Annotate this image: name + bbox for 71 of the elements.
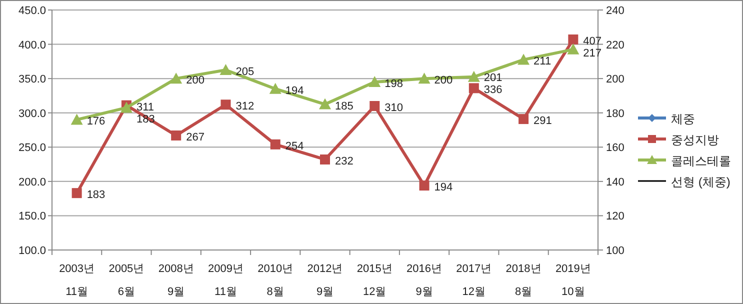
data-label: 194 bbox=[434, 182, 453, 194]
point bbox=[70, 114, 83, 125]
point bbox=[72, 188, 82, 198]
x-tick-label: 2003년 11월 bbox=[59, 263, 95, 298]
y2-tick-label: 120 bbox=[606, 210, 624, 223]
point bbox=[568, 34, 578, 44]
y-tick-label: 450.0 bbox=[18, 5, 46, 17]
data-label: 211 bbox=[534, 56, 552, 68]
legend-label: 체중 bbox=[671, 112, 695, 126]
y-tick-label: 300.0 bbox=[18, 108, 46, 120]
data-label: 254 bbox=[285, 140, 304, 152]
y-tick-label: 250.0 bbox=[18, 142, 46, 154]
x-tick-label: 2015년 12월 bbox=[356, 263, 392, 298]
data-label: 232 bbox=[335, 155, 354, 168]
y-tick-label: 150.0 bbox=[18, 210, 46, 223]
x-tick-label: 2009년 11월 bbox=[208, 263, 244, 298]
point bbox=[370, 101, 380, 111]
point bbox=[368, 76, 381, 87]
point bbox=[468, 70, 480, 82]
y-tick-label: 100.0 bbox=[18, 245, 46, 257]
point bbox=[320, 154, 330, 164]
data-label: 194 bbox=[285, 84, 304, 97]
x-tick-label: 2010년 8월 bbox=[258, 263, 294, 298]
data-label: 201 bbox=[484, 72, 502, 84]
data-label: 200 bbox=[186, 74, 204, 87]
x-tick-label: 2005년 6월 bbox=[108, 263, 144, 298]
point bbox=[468, 83, 479, 94]
point bbox=[319, 98, 331, 110]
legend-label: 콜레스테롤 bbox=[671, 154, 731, 168]
point bbox=[220, 100, 231, 110]
data-label: 217 bbox=[583, 47, 602, 60]
y-tick-label: 200.0 bbox=[18, 176, 46, 188]
data-label: 312 bbox=[236, 100, 254, 113]
x-tick-label: 2008년 9월 bbox=[158, 263, 194, 298]
point bbox=[518, 54, 530, 65]
x-tick-label: 2017년 12월 bbox=[456, 263, 492, 298]
data-label: 310 bbox=[384, 102, 403, 114]
legend-label: 선형 (체중) bbox=[671, 175, 730, 189]
data-label: 291 bbox=[534, 115, 552, 128]
point bbox=[120, 102, 132, 113]
legend-label: 중성지방 bbox=[671, 133, 719, 147]
data-label: 183 bbox=[86, 189, 106, 202]
point bbox=[171, 130, 182, 140]
data-label: 336 bbox=[484, 84, 502, 96]
y2-tick-label: 160 bbox=[606, 142, 624, 154]
y-tick-label: 350.0 bbox=[18, 74, 46, 86]
y-tick-label: 400.0 bbox=[18, 39, 46, 52]
point bbox=[567, 43, 580, 54]
y2-tick-label: 100 bbox=[606, 245, 624, 257]
data-label: 267 bbox=[186, 131, 204, 144]
data-label: 205 bbox=[236, 66, 254, 78]
y2-tick-label: 180 bbox=[606, 108, 624, 120]
x-tick-label: 2018년 8월 bbox=[506, 263, 542, 298]
y2-tick-label: 220 bbox=[606, 39, 624, 52]
point bbox=[269, 82, 282, 94]
x-tick-label: 2019년 10월 bbox=[555, 263, 591, 298]
point bbox=[220, 64, 232, 75]
point bbox=[419, 180, 430, 191]
data-label: 185 bbox=[335, 100, 354, 112]
y2-tick-label: 200 bbox=[606, 74, 624, 86]
data-label: 311 bbox=[136, 101, 154, 114]
point bbox=[418, 72, 430, 84]
y2-tick-label: 140 bbox=[606, 176, 624, 188]
point bbox=[518, 114, 529, 124]
point bbox=[270, 139, 280, 150]
point bbox=[170, 72, 182, 84]
x-tick-label: 2012년 9월 bbox=[307, 263, 343, 298]
data-label: 407 bbox=[583, 35, 602, 48]
x-tick-label: 2016년 9월 bbox=[406, 263, 442, 298]
data-label: 176 bbox=[86, 116, 106, 128]
y2-tick-label: 240 bbox=[606, 5, 624, 17]
